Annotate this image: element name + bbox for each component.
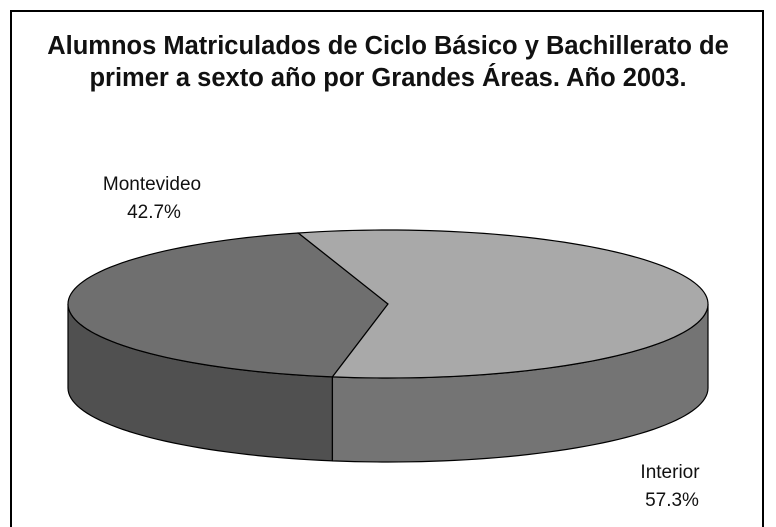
slice-label: Montevideo: [103, 174, 201, 195]
slice-value-label: 42.7%: [127, 202, 181, 223]
slice-value-label: 57.3%: [645, 490, 699, 511]
slice-label: Interior: [640, 462, 700, 483]
chart-frame: [10, 10, 764, 527]
pie-slice: [296, 229, 709, 379]
pie-slice: [67, 232, 389, 378]
chart-title: Alumnos Matriculados de Ciclo Básico y B…: [47, 32, 729, 92]
